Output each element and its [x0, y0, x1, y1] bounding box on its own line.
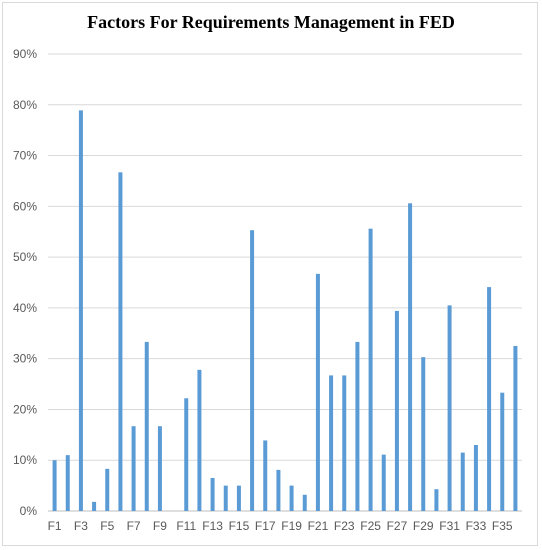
bar-f11	[184, 398, 189, 511]
x-tick-label: F35	[492, 519, 513, 533]
bar-f18	[276, 469, 281, 511]
bar-f7	[131, 426, 136, 511]
bar-f23	[342, 375, 347, 511]
bar-f15	[236, 485, 241, 511]
x-tick-label: F9	[153, 519, 167, 533]
bar-f29	[421, 357, 426, 511]
y-tick-label: 30%	[13, 352, 37, 366]
bar-f5	[105, 468, 110, 511]
x-tick-label: F33	[466, 519, 487, 533]
x-tick-label: F11	[176, 519, 196, 533]
bar-f30	[434, 489, 439, 511]
y-tick-label: 0%	[20, 504, 38, 518]
x-tick-label: F25	[360, 519, 381, 533]
y-tick-label: 80%	[13, 98, 37, 112]
x-tick-label: F23	[334, 519, 355, 533]
x-tick-label: F29	[413, 519, 434, 533]
bar-f28	[408, 203, 413, 511]
x-tick-label: F17	[255, 519, 276, 533]
bar-f36	[513, 345, 518, 511]
y-tick-label: 70%	[13, 149, 37, 163]
bar-f8	[144, 341, 149, 511]
bar-f2	[65, 455, 70, 511]
bar-f9	[157, 426, 162, 511]
y-tick-label: 60%	[13, 199, 37, 213]
bar-f3	[78, 110, 83, 511]
bar-f35	[500, 392, 505, 511]
bar-f31	[447, 305, 452, 511]
bar-f24	[355, 341, 360, 511]
x-tick-label: F1	[48, 519, 62, 533]
y-tick-label: 90%	[13, 47, 37, 61]
bar-f34	[487, 287, 492, 511]
y-axis-ticks: 0% 10% 20% 30% 40% 50% 60% 70% 80% 90%	[13, 47, 37, 518]
y-tick-label: 20%	[13, 402, 37, 416]
bar-f1	[52, 460, 57, 511]
bar-f17	[263, 440, 268, 511]
bar-f33	[473, 444, 478, 511]
bar-f4	[92, 501, 97, 511]
bars	[52, 110, 518, 512]
x-tick-label: F21	[308, 519, 329, 533]
x-axis-ticks: F1 F3 F5 F7 F9 F11 F13 F15 F17 F19 F21 F23 F25 F27 F29…	[48, 519, 513, 533]
bar-f19	[289, 485, 294, 511]
x-tick-label: F15	[229, 519, 250, 533]
bar-f25	[368, 228, 373, 512]
chart-title: Factors For Requirements Management in F…	[87, 12, 455, 32]
y-tick-label: 50%	[13, 250, 37, 264]
bar-f20	[302, 494, 307, 511]
x-tick-label: F7	[127, 519, 141, 533]
bar-f12	[197, 369, 202, 511]
bar-f13	[210, 477, 215, 511]
bar-f16	[250, 230, 255, 511]
x-tick-label: F3	[74, 519, 88, 533]
bar-f26	[381, 454, 386, 511]
x-tick-label: F13	[202, 519, 223, 533]
bar-f6	[118, 172, 123, 511]
bar-f22	[329, 375, 334, 511]
x-tick-label: F5	[100, 519, 114, 533]
x-tick-label: F19	[281, 519, 302, 533]
y-tick-label: 40%	[13, 301, 37, 315]
x-tick-label: F27	[387, 519, 408, 533]
bar-f21	[315, 273, 320, 511]
bar-f27	[394, 310, 399, 511]
bar-f14	[223, 485, 228, 511]
y-tick-label: 10%	[13, 453, 37, 467]
bar-f32	[460, 452, 465, 511]
x-tick-label: F31	[439, 519, 460, 533]
gridlines	[48, 53, 522, 512]
